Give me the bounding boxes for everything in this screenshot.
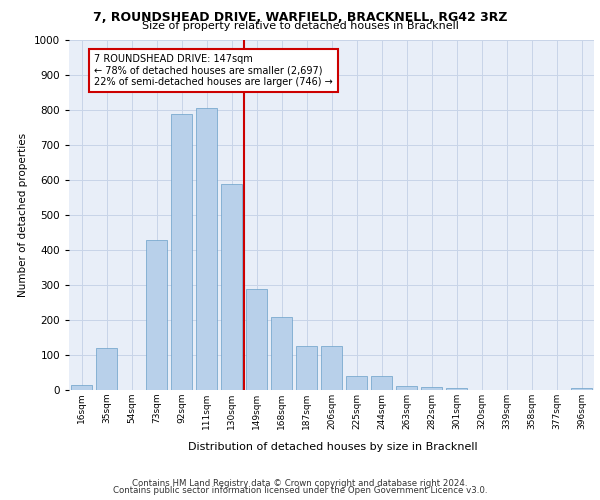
Text: Distribution of detached houses by size in Bracknell: Distribution of detached houses by size …: [188, 442, 478, 452]
Bar: [296, 346, 317, 390]
Bar: [446, 388, 467, 390]
Text: Contains HM Land Registry data © Crown copyright and database right 2024.: Contains HM Land Registry data © Crown c…: [132, 478, 468, 488]
Y-axis label: Number of detached properties: Number of detached properties: [18, 133, 28, 297]
Text: 7, ROUNDSHEAD DRIVE, WARFIELD, BRACKNELL, RG42 3RZ: 7, ROUNDSHEAD DRIVE, WARFIELD, BRACKNELL…: [93, 11, 507, 24]
Bar: [171, 114, 192, 390]
Bar: [346, 376, 367, 390]
Text: Size of property relative to detached houses in Bracknell: Size of property relative to detached ho…: [142, 21, 458, 31]
Bar: [71, 385, 92, 390]
Text: Contains public sector information licensed under the Open Government Licence v3: Contains public sector information licen…: [113, 486, 487, 495]
Bar: [196, 108, 217, 390]
Bar: [321, 346, 342, 390]
Bar: [421, 386, 442, 390]
Bar: [246, 288, 267, 390]
Bar: [221, 184, 242, 390]
Bar: [146, 240, 167, 390]
Bar: [271, 316, 292, 390]
Text: 7 ROUNDSHEAD DRIVE: 147sqm
← 78% of detached houses are smaller (2,697)
22% of s: 7 ROUNDSHEAD DRIVE: 147sqm ← 78% of deta…: [94, 54, 333, 87]
Bar: [96, 348, 117, 390]
Bar: [396, 386, 417, 390]
Bar: [371, 376, 392, 390]
Bar: [571, 388, 592, 390]
